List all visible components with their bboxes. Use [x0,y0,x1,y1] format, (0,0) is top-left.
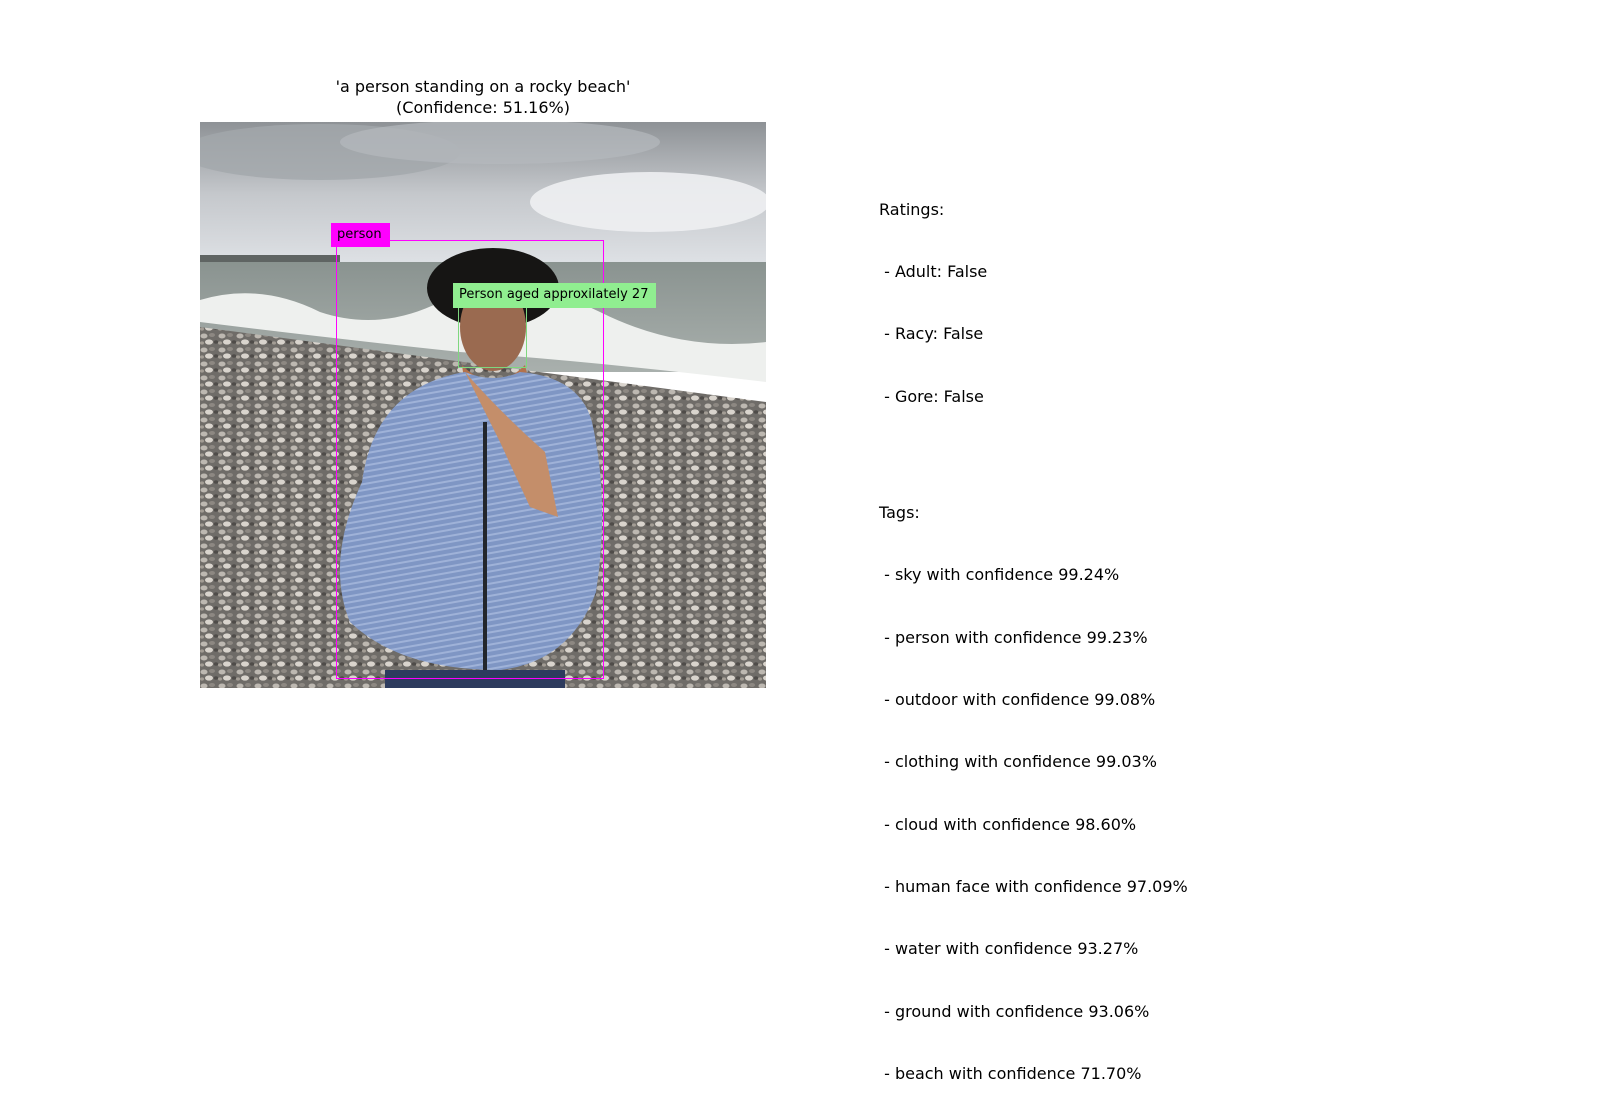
ratings-heading: Ratings: [879,199,945,219]
beach-photo-illustration [200,122,766,688]
rating-item: - Racy: False [879,324,984,344]
tag-item: - beach with confidence 71.70% [879,1064,1142,1084]
tag-item: - outdoor with confidence 99.08% [879,689,1156,709]
face-box-label: Person aged approxilately 27 [453,283,657,308]
image-caption: 'a person standing on a rocky beach' (Co… [200,76,766,118]
tags-heading: Tags: [879,502,920,522]
tag-item: - clothing with confidence 99.03% [879,752,1157,772]
analysis-panel: Ratings: - Adult: False - Racy: False - … [879,158,1188,1106]
tag-item: - ground with confidence 93.06% [879,1001,1150,1021]
caption-text: 'a person standing on a rocky beach' [335,77,631,96]
tag-item: - sky with confidence 99.24% [879,565,1120,585]
rating-item: - Gore: False [879,386,984,406]
tag-item: - person with confidence 99.23% [879,627,1148,647]
rating-item: - Adult: False [879,261,988,281]
tag-item: - cloud with confidence 98.60% [879,814,1137,834]
caption-confidence: (Confidence: 51.16%) [396,98,570,117]
tag-item: - water with confidence 93.27% [879,939,1139,959]
person-box-label: person [331,223,390,247]
analyzed-photo: person Person aged approxilately 27 [200,122,766,688]
section-spacer [879,449,1188,461]
tag-item: - human face with confidence 97.09% [879,877,1188,897]
